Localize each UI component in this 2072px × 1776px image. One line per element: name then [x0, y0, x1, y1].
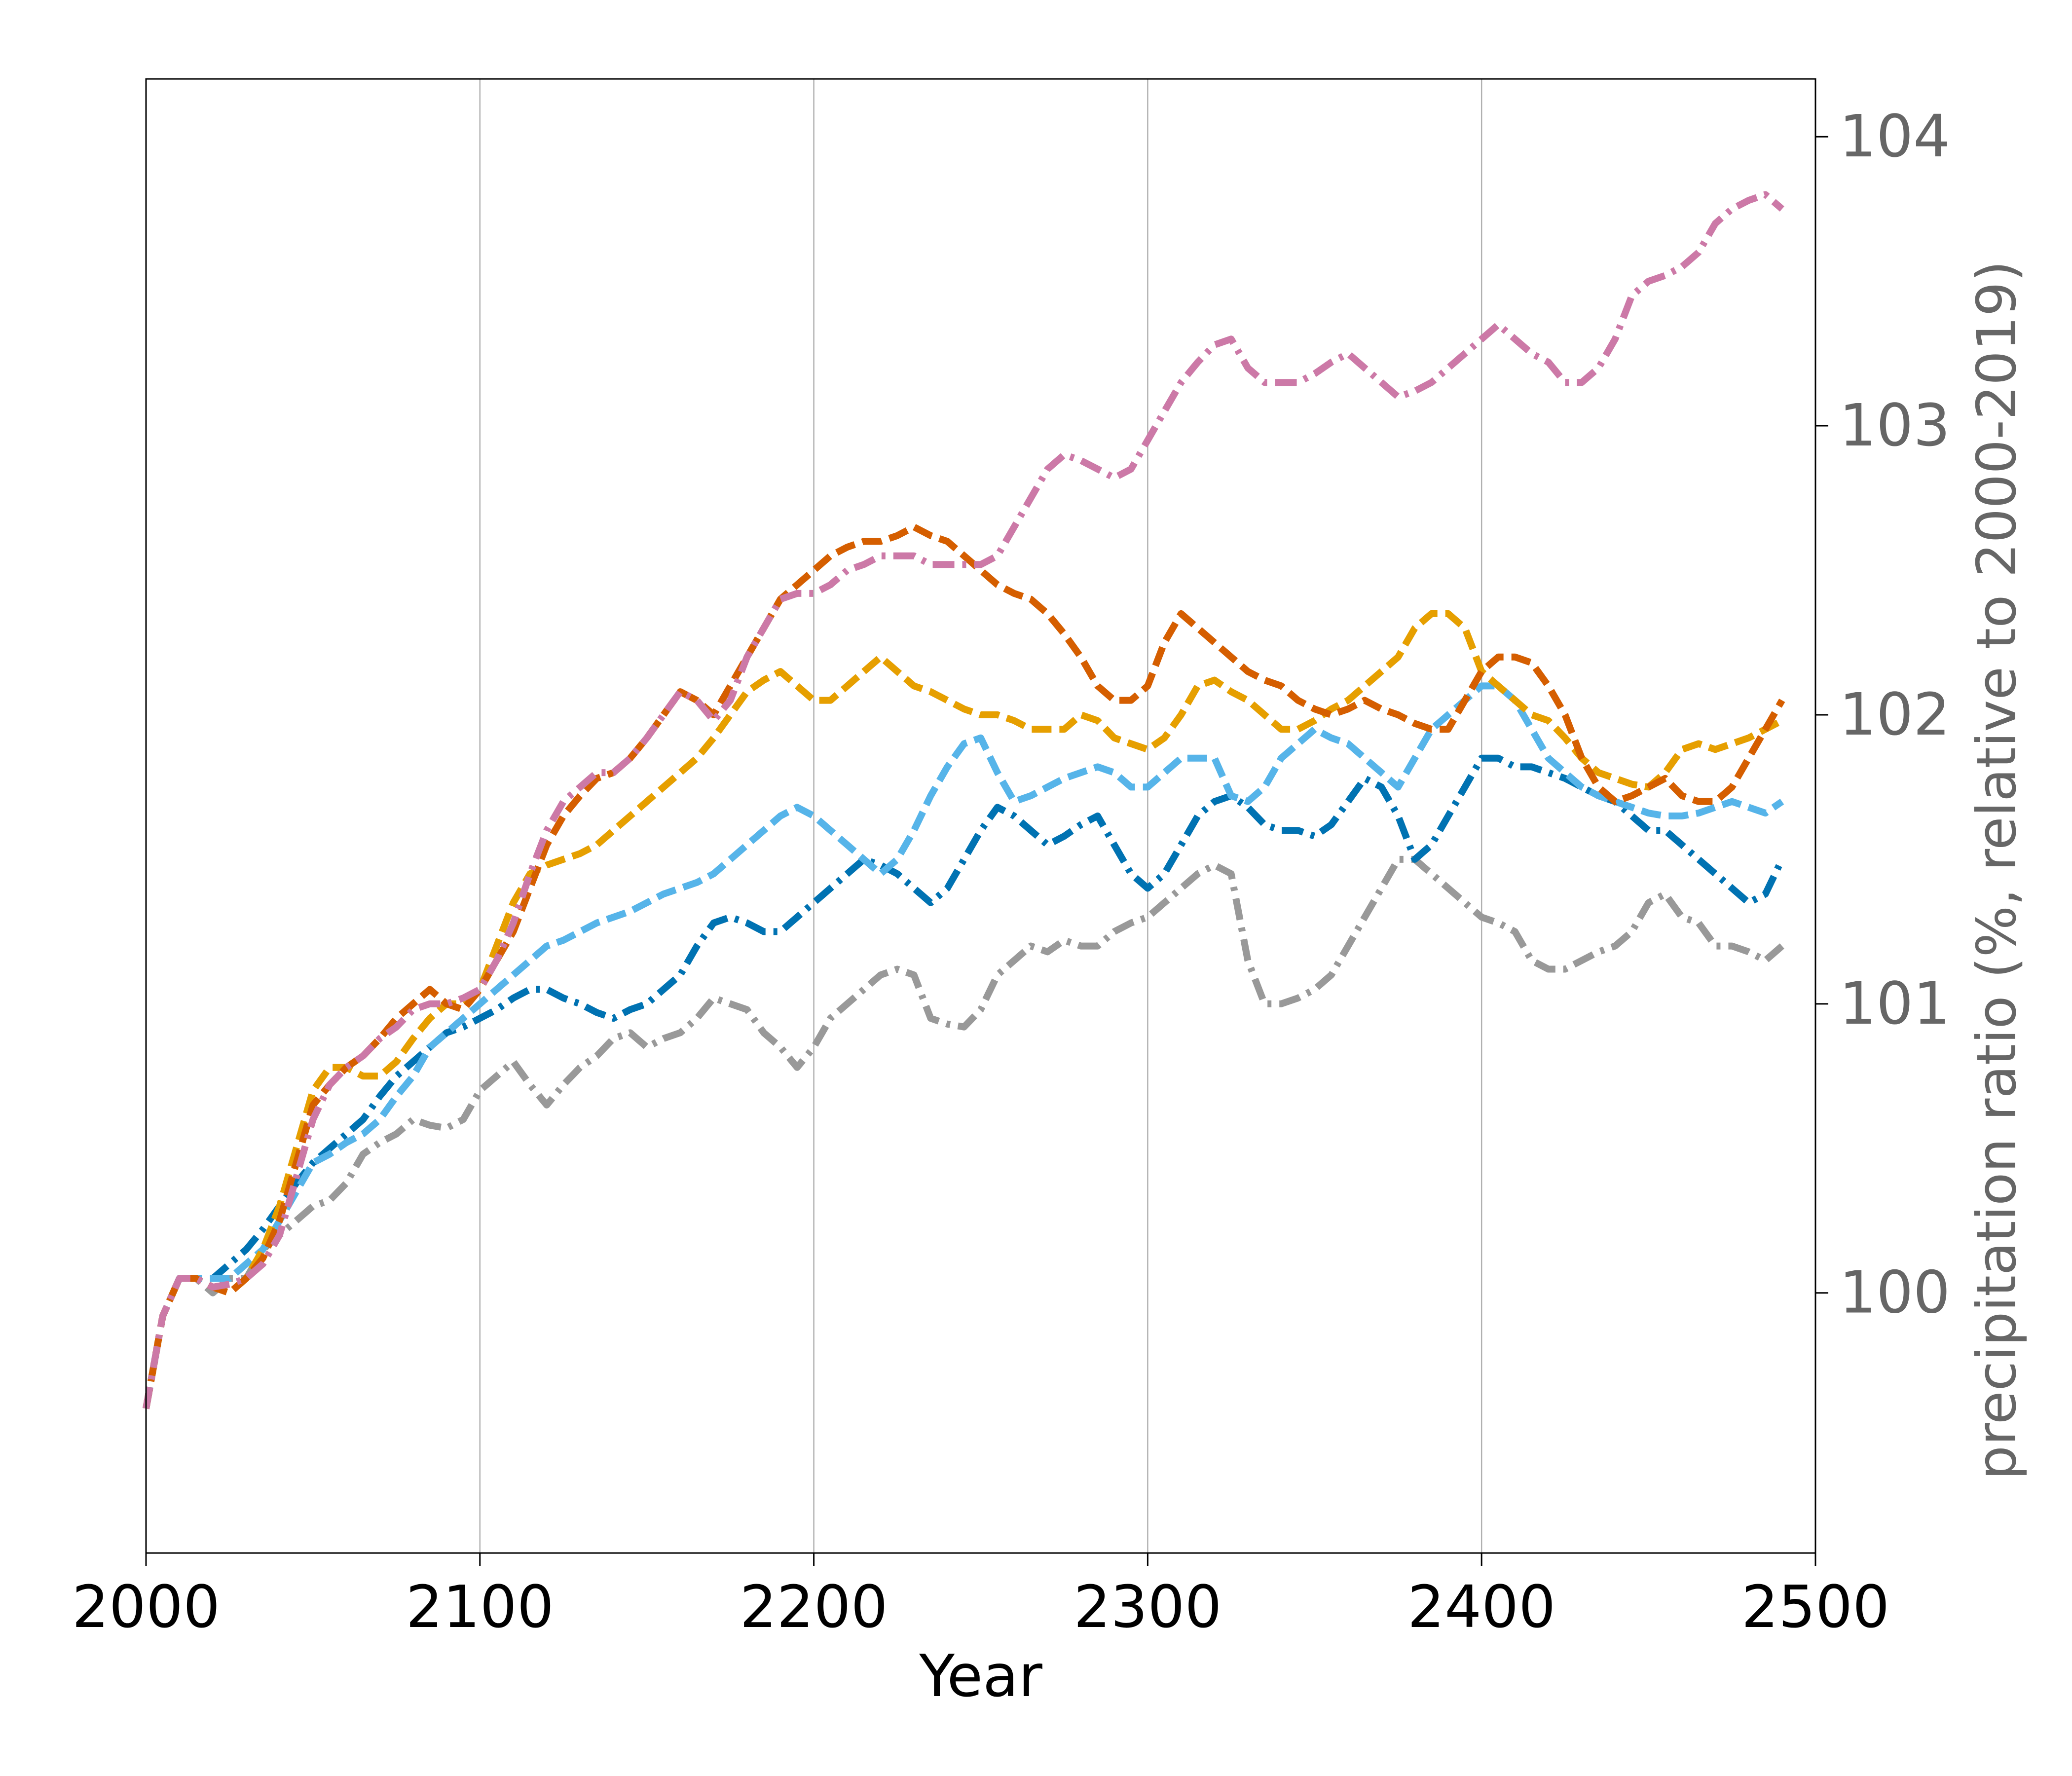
series-line	[143, 754, 1785, 1409]
y-tick-label: 102	[1839, 680, 1950, 748]
x-axis-label: Year	[919, 1642, 1042, 1710]
series-lines	[143, 191, 1785, 1409]
x-axis-ticks: 2000 2100 2200 2300 2400 2500	[72, 1553, 1889, 1641]
x-gridlines	[479, 79, 1482, 1553]
y-tick-label: 100	[1839, 1258, 1950, 1327]
series-line	[143, 191, 1784, 1409]
x-tick-label: 2200	[740, 1573, 888, 1641]
y-tick-label: 101	[1839, 969, 1950, 1037]
x-tick-label: 2300	[1073, 1573, 1221, 1641]
x-tick-label: 2000	[72, 1573, 220, 1641]
plot-frame	[145, 78, 1816, 1554]
x-tick-label: 2500	[1741, 1573, 1889, 1641]
y-axis-label: precipitation ratio (%, relative to 2000…	[1965, 260, 2028, 1480]
x-tick-label: 2100	[406, 1573, 554, 1641]
series-line	[143, 855, 1784, 1409]
series-line	[143, 523, 1785, 1409]
series-line	[143, 610, 1784, 1409]
x-tick-label: 2400	[1407, 1573, 1555, 1641]
series-line	[143, 682, 1784, 1409]
y-tick-label: 103	[1839, 391, 1950, 459]
y-axis-ticks: 100 101 102 103 104	[1815, 102, 1950, 1327]
y-tick-label: 104	[1839, 102, 1950, 170]
